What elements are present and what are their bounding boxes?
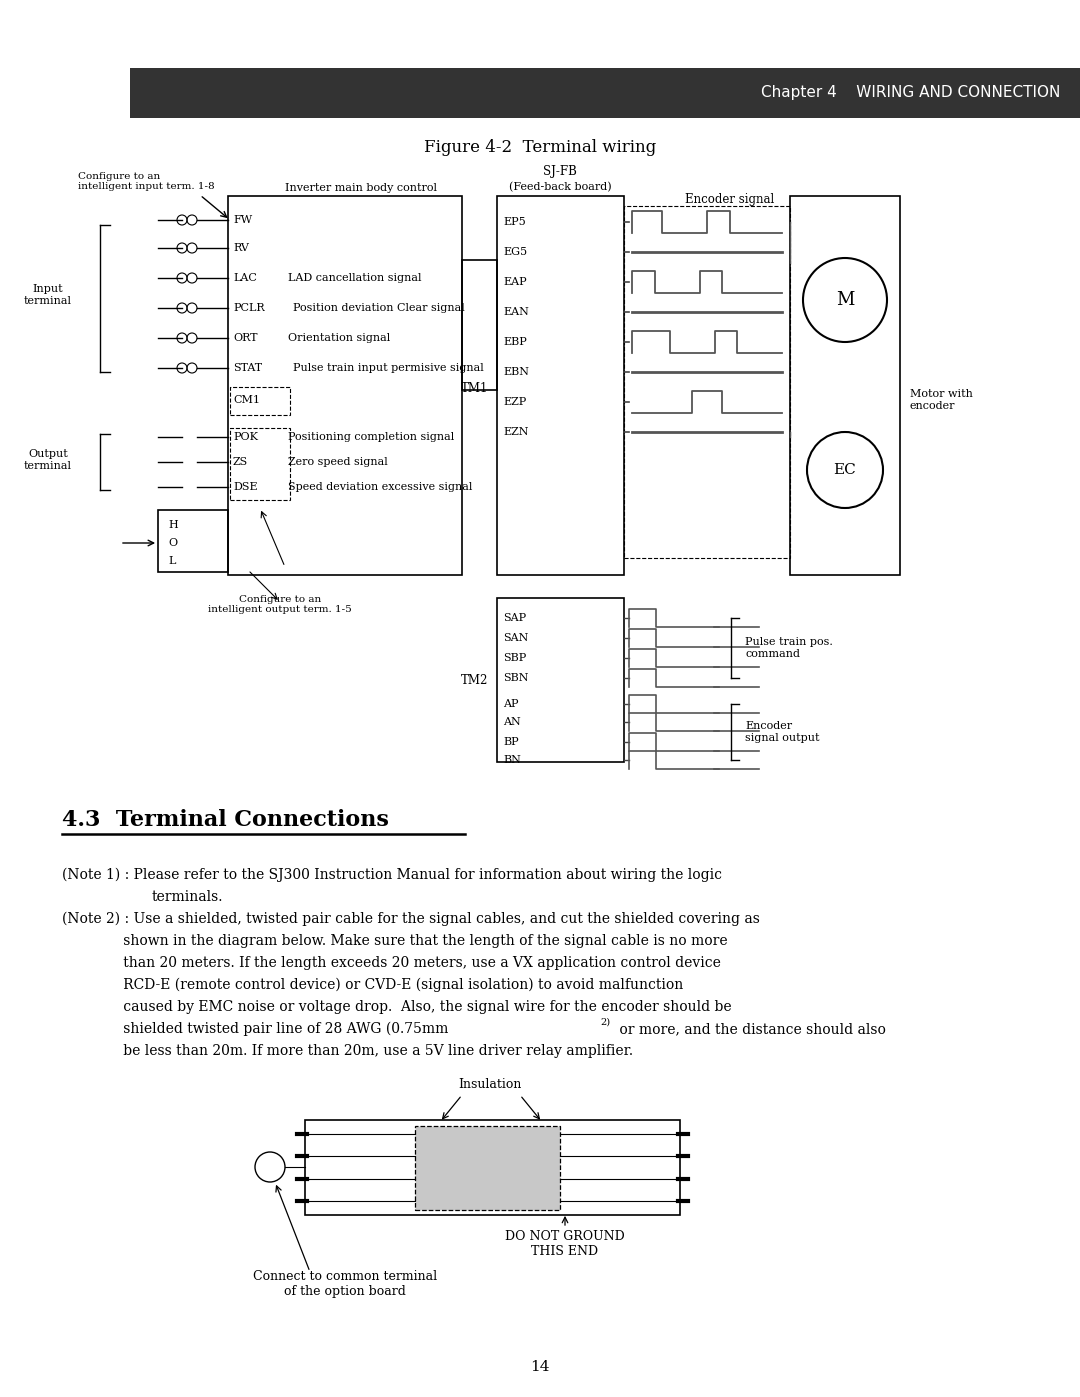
- Text: (Note 2) : Use a shielded, twisted pair cable for the signal cables, and cut the: (Note 2) : Use a shielded, twisted pair …: [62, 912, 760, 926]
- Text: Motor with
encoder: Motor with encoder: [910, 390, 973, 411]
- Text: or more, and the distance should also: or more, and the distance should also: [615, 1023, 886, 1037]
- Text: LAC: LAC: [233, 272, 257, 284]
- Bar: [305, 1120, 680, 1215]
- Text: Configure to an
intelligent output term. 1-5: Configure to an intelligent output term.…: [208, 595, 352, 615]
- Bar: [130, 68, 1080, 117]
- Text: Output
terminal: Output terminal: [24, 450, 72, 471]
- Text: TM1: TM1: [461, 381, 488, 394]
- Text: Pulse train input permisive signal: Pulse train input permisive signal: [293, 363, 484, 373]
- Bar: [230, 387, 291, 415]
- Text: EAN: EAN: [503, 307, 529, 317]
- Text: RV: RV: [233, 243, 248, 253]
- Text: EAP: EAP: [503, 277, 527, 286]
- Bar: [158, 510, 228, 571]
- Bar: [624, 205, 789, 557]
- Text: Figure 4-2  Terminal wiring: Figure 4-2 Terminal wiring: [423, 140, 657, 156]
- Text: CM1: CM1: [233, 395, 260, 405]
- Text: BN: BN: [503, 754, 521, 766]
- Text: EBP: EBP: [503, 337, 527, 346]
- Text: 2): 2): [600, 1018, 610, 1027]
- Text: Zero speed signal: Zero speed signal: [288, 457, 388, 467]
- Text: 14: 14: [530, 1361, 550, 1375]
- Text: Input
terminal: Input terminal: [24, 284, 72, 306]
- Text: STAT: STAT: [233, 363, 262, 373]
- Text: AN: AN: [503, 717, 521, 726]
- Text: O: O: [168, 538, 177, 548]
- Text: Positioning completion signal: Positioning completion signal: [288, 432, 455, 441]
- Text: ZS: ZS: [233, 457, 248, 467]
- Text: 4.3  Terminal Connections: 4.3 Terminal Connections: [62, 809, 389, 831]
- Text: Position deviation Clear signal: Position deviation Clear signal: [293, 303, 464, 313]
- Bar: [497, 196, 624, 576]
- Text: (Note 1) : Please refer to the SJ300 Instruction Manual for information about wi: (Note 1) : Please refer to the SJ300 Ins…: [62, 868, 723, 883]
- Bar: [230, 427, 291, 500]
- Text: EBN: EBN: [503, 367, 529, 377]
- Text: Orientation signal: Orientation signal: [288, 332, 390, 344]
- Text: shown in the diagram below. Make sure that the length of the signal cable is no : shown in the diagram below. Make sure th…: [62, 935, 728, 949]
- Text: EP5: EP5: [503, 217, 526, 226]
- Text: DO NOT GROUND
THIS END: DO NOT GROUND THIS END: [505, 1229, 625, 1259]
- Text: EZP: EZP: [503, 397, 526, 407]
- Text: SBP: SBP: [503, 652, 526, 664]
- Bar: [228, 196, 462, 576]
- Text: SAP: SAP: [503, 613, 526, 623]
- Bar: [462, 260, 497, 390]
- Text: Speed deviation excessive signal: Speed deviation excessive signal: [288, 482, 472, 492]
- Text: LAD cancellation signal: LAD cancellation signal: [288, 272, 421, 284]
- Text: RCD-E (remote control device) or CVD-E (signal isolation) to avoid malfunction: RCD-E (remote control device) or CVD-E (…: [62, 978, 684, 992]
- Text: EZN: EZN: [503, 427, 528, 437]
- Text: (Feed-back board): (Feed-back board): [509, 182, 611, 193]
- Text: AP: AP: [503, 698, 518, 710]
- Bar: [789, 196, 900, 576]
- Text: SBN: SBN: [503, 673, 528, 683]
- Text: Configure to an
intelligent input term. 1-8: Configure to an intelligent input term. …: [78, 172, 215, 191]
- Text: than 20 meters. If the length exceeds 20 meters, use a VX application control de: than 20 meters. If the length exceeds 20…: [62, 956, 720, 970]
- Text: terminals.: terminals.: [152, 890, 224, 904]
- Text: Chapter 4    WIRING AND CONNECTION: Chapter 4 WIRING AND CONNECTION: [760, 85, 1059, 101]
- Text: be less than 20m. If more than 20m, use a 5V line driver relay amplifier.: be less than 20m. If more than 20m, use …: [62, 1044, 633, 1058]
- Text: POK: POK: [233, 432, 258, 441]
- Text: EG5: EG5: [503, 247, 527, 257]
- Text: TM2: TM2: [461, 673, 488, 686]
- Text: PCLR: PCLR: [233, 303, 265, 313]
- Text: SJ-FB: SJ-FB: [543, 165, 577, 179]
- Text: BP: BP: [503, 738, 518, 747]
- Text: Encoder signal: Encoder signal: [686, 194, 774, 207]
- Bar: [497, 598, 624, 761]
- Text: SAN: SAN: [503, 633, 528, 643]
- Bar: [415, 1126, 561, 1210]
- Text: FW: FW: [233, 215, 252, 225]
- Text: Insulation: Insulation: [458, 1078, 522, 1091]
- Text: ORT: ORT: [233, 332, 257, 344]
- Text: EC: EC: [834, 462, 856, 476]
- Text: Inverter main body control: Inverter main body control: [285, 183, 437, 193]
- Text: caused by EMC noise or voltage drop.  Also, the signal wire for the encoder shou: caused by EMC noise or voltage drop. Als…: [62, 1000, 731, 1014]
- Text: shielded twisted pair line of 28 AWG (0.75mm: shielded twisted pair line of 28 AWG (0.…: [62, 1023, 448, 1037]
- Text: M: M: [836, 291, 854, 309]
- Text: Encoder
signal output: Encoder signal output: [745, 721, 820, 743]
- Text: L: L: [168, 556, 175, 566]
- Text: Pulse train pos.
command: Pulse train pos. command: [745, 637, 833, 659]
- Text: DSE: DSE: [233, 482, 258, 492]
- Text: H: H: [168, 520, 178, 529]
- Text: Connect to common terminal
of the option board: Connect to common terminal of the option…: [253, 1270, 437, 1298]
